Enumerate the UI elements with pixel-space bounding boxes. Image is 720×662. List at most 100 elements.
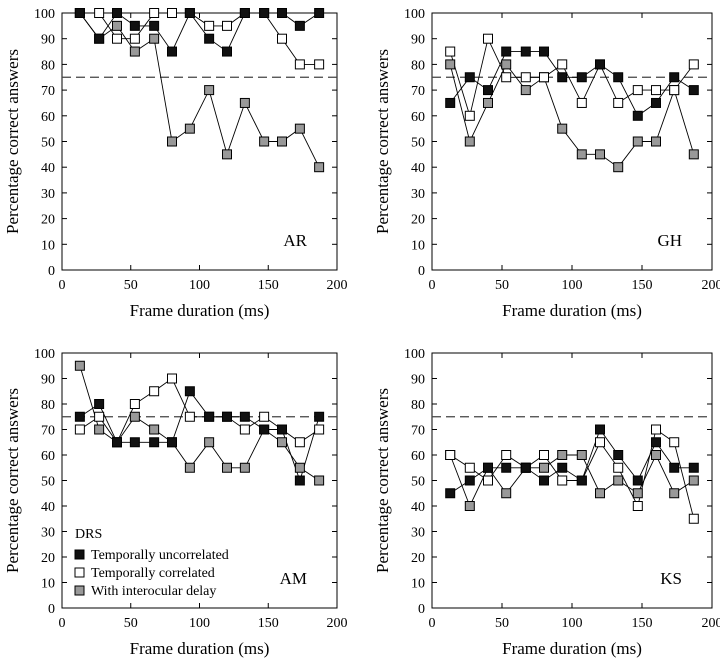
data-point-interocular bbox=[595, 149, 605, 160]
data-point-uncorrelated bbox=[501, 462, 512, 473]
data-point-uncorrelated bbox=[149, 20, 160, 31]
data-point-correlated bbox=[651, 85, 661, 96]
legend: DRS Temporally uncorrelated Temporally cor… bbox=[74, 527, 229, 599]
data-point-uncorrelated bbox=[184, 8, 195, 18]
data-point-uncorrelated bbox=[222, 46, 232, 57]
data-point-correlated bbox=[149, 386, 160, 397]
x-tick-label: 150 bbox=[632, 616, 653, 631]
y-tick-label: 40 bbox=[41, 161, 55, 176]
data-point-uncorrelated bbox=[632, 110, 643, 121]
y-tick-label: 10 bbox=[41, 577, 55, 592]
y-tick-label: 70 bbox=[41, 424, 55, 439]
data-point-correlated bbox=[445, 450, 456, 460]
data-point-uncorrelated bbox=[204, 33, 215, 44]
data-point-interocular bbox=[576, 149, 587, 160]
data-point-uncorrelated bbox=[259, 424, 270, 435]
data-point-interocular bbox=[501, 59, 512, 70]
data-point-uncorrelated bbox=[167, 437, 177, 448]
data-point-interocular bbox=[74, 360, 85, 371]
legend-label-uncorrelated: Temporally uncorrelated bbox=[91, 548, 229, 563]
x-tick-label: 50 bbox=[495, 278, 509, 293]
data-point-interocular bbox=[483, 97, 493, 108]
data-point-correlated bbox=[520, 72, 531, 83]
data-point-interocular bbox=[613, 475, 624, 486]
x-axis-label: Frame duration (ms) bbox=[502, 301, 642, 320]
y-tick-label: 40 bbox=[411, 500, 425, 515]
data-point-interocular bbox=[445, 59, 456, 70]
data-point-interocular bbox=[669, 488, 680, 499]
data-point-interocular bbox=[314, 475, 325, 486]
data-point-correlated bbox=[669, 437, 680, 448]
y-tick-label: 0 bbox=[48, 264, 55, 279]
data-point-uncorrelated bbox=[576, 475, 587, 486]
y-axis-label: Percentage correct answers bbox=[3, 388, 22, 573]
data-point-uncorrelated bbox=[483, 462, 493, 473]
data-point-interocular bbox=[112, 20, 122, 31]
data-point-correlated bbox=[112, 33, 122, 44]
data-point-correlated bbox=[239, 424, 250, 435]
x-tick-label: 200 bbox=[702, 616, 720, 631]
x-axis-label: Frame duration (ms) bbox=[130, 301, 270, 320]
data-point-uncorrelated bbox=[595, 59, 605, 70]
data-point-interocular bbox=[204, 85, 215, 96]
data-point-correlated bbox=[483, 475, 493, 486]
data-point-interocular bbox=[222, 149, 232, 160]
series-line-uncorrelated bbox=[79, 12, 320, 53]
x-tick-label: 100 bbox=[189, 616, 210, 631]
data-point-uncorrelated bbox=[277, 424, 287, 435]
y-tick-label: 20 bbox=[411, 551, 425, 566]
data-point-interocular bbox=[277, 437, 287, 448]
data-point-uncorrelated bbox=[651, 97, 661, 108]
data-point-interocular bbox=[651, 136, 661, 147]
data-point-interocular bbox=[520, 85, 531, 96]
x-tick-label: 200 bbox=[702, 278, 720, 293]
data-point-correlated bbox=[669, 85, 680, 96]
legend-label-correlated: Temporally correlated bbox=[91, 566, 215, 581]
data-point-correlated bbox=[557, 475, 568, 486]
y-tick-label: 80 bbox=[411, 58, 425, 73]
data-point-uncorrelated bbox=[669, 462, 680, 473]
data-point-uncorrelated bbox=[688, 462, 699, 473]
x-tick-label: 50 bbox=[124, 278, 138, 293]
data-point-interocular bbox=[576, 450, 587, 460]
y-tick-label: 80 bbox=[41, 398, 55, 413]
data-point-correlated bbox=[259, 411, 270, 422]
data-point-uncorrelated bbox=[167, 46, 177, 57]
panel-label: AR bbox=[283, 231, 307, 250]
y-tick-label: 50 bbox=[41, 136, 55, 151]
x-tick-label: 100 bbox=[189, 278, 210, 293]
data-point-uncorrelated bbox=[294, 20, 305, 31]
data-point-uncorrelated bbox=[129, 20, 140, 31]
data-point-uncorrelated bbox=[651, 437, 661, 448]
y-tick-label: 20 bbox=[41, 213, 55, 228]
legend-title: DRS bbox=[75, 527, 102, 542]
legend-marker-uncorrelated bbox=[74, 549, 85, 560]
data-point-uncorrelated bbox=[149, 437, 160, 448]
data-point-interocular bbox=[501, 488, 512, 499]
x-tick-label: 200 bbox=[327, 278, 348, 293]
data-point-uncorrelated bbox=[632, 475, 643, 486]
data-point-interocular bbox=[557, 123, 568, 134]
series-line-interocular bbox=[449, 63, 695, 168]
data-point-correlated bbox=[557, 59, 568, 70]
data-point-uncorrelated bbox=[204, 411, 215, 422]
data-point-uncorrelated bbox=[445, 97, 456, 108]
legend-label-interocular: With interocular delay bbox=[91, 584, 216, 599]
y-tick-label: 0 bbox=[418, 264, 425, 279]
y-tick-label: 60 bbox=[411, 110, 425, 125]
y-tick-label: 90 bbox=[411, 33, 425, 48]
data-point-correlated bbox=[688, 59, 699, 70]
data-point-correlated bbox=[314, 59, 325, 70]
data-point-correlated bbox=[129, 399, 140, 409]
x-tick-label: 0 bbox=[59, 616, 66, 631]
data-point-correlated bbox=[445, 46, 456, 57]
data-point-uncorrelated bbox=[112, 8, 122, 18]
y-tick-label: 60 bbox=[41, 110, 55, 125]
data-point-correlated bbox=[74, 424, 85, 435]
data-point-interocular bbox=[239, 462, 250, 473]
panel-label: KS bbox=[660, 569, 682, 588]
data-point-uncorrelated bbox=[74, 8, 85, 18]
data-point-uncorrelated bbox=[464, 72, 475, 83]
y-tick-label: 80 bbox=[411, 398, 425, 413]
data-point-interocular bbox=[129, 46, 140, 57]
